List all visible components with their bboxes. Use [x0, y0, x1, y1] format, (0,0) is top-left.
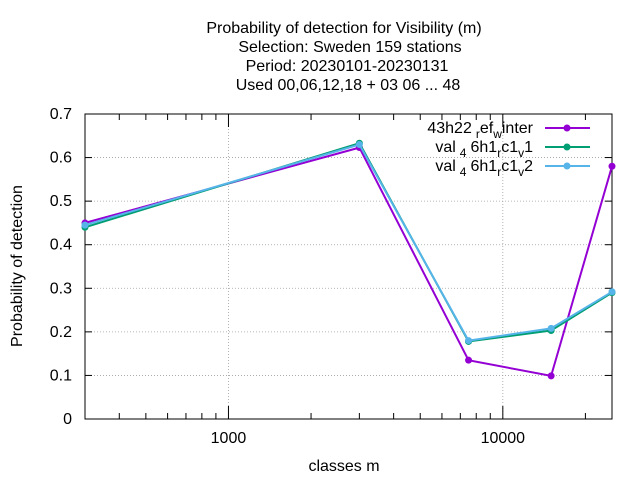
series-1-line	[84, 146, 613, 378]
x-axis-ticks: 1000 10000	[118, 114, 586, 447]
legend-label-2: val 4 6h1rc1v1	[435, 139, 533, 160]
series-1-point	[547, 372, 555, 380]
title-line-1: Probability of detection for Visibility …	[206, 20, 481, 37]
title-line-3: Period: 20230101-20230131	[246, 58, 449, 75]
series-3-point	[608, 288, 616, 296]
y-tick-label: 0.4	[50, 237, 72, 254]
series-lines	[81, 139, 616, 380]
x-axis-label: classes m	[308, 458, 379, 475]
series-3-point	[465, 337, 473, 345]
series-3-point	[547, 324, 555, 332]
legend-label-1: 43h22 refwinter	[427, 120, 533, 141]
y-tick-label: 0.1	[50, 367, 72, 384]
legend-samples	[545, 124, 590, 170]
y-axis-ticks: 0 0.1 0.2 0.3 0.4 0.5 0.6 0.7	[50, 106, 612, 428]
legend-sample-marker-2	[563, 143, 571, 151]
x-tick-label: 1000	[211, 430, 247, 447]
title-line-4: Used 00,06,12,18 + 03 06 ... 48	[236, 77, 461, 94]
title-line-2: Selection: Sweden 159 stations	[238, 39, 461, 56]
x-tick-label: 10000	[481, 430, 526, 447]
legend-label-3: val 4 6h1rc1v2	[435, 158, 533, 179]
plot-frame	[84, 113, 613, 420]
legend-sample-marker-1	[563, 124, 571, 132]
series-1-point	[608, 162, 616, 170]
series-1-point	[465, 356, 473, 364]
legend-sample-marker-3	[563, 162, 571, 170]
series-3-point	[355, 141, 363, 148]
y-tick-label: 0.5	[50, 193, 72, 210]
y-tick-label: 0	[63, 411, 72, 428]
y-tick-label: 0.6	[50, 150, 72, 167]
y-tick-label: 0.2	[50, 324, 72, 341]
chart-title: Probability of detection for Visibility …	[206, 20, 481, 94]
y-axis-label: Probability of detection	[9, 185, 26, 347]
y-tick-label: 0.3	[50, 280, 72, 297]
y-tick-label: 0.7	[50, 106, 72, 123]
legend: 43h22 refwinter val 4 6h1rc1v1 val 4 6h1rc1v2	[427, 120, 590, 179]
series-3-point	[81, 221, 89, 229]
